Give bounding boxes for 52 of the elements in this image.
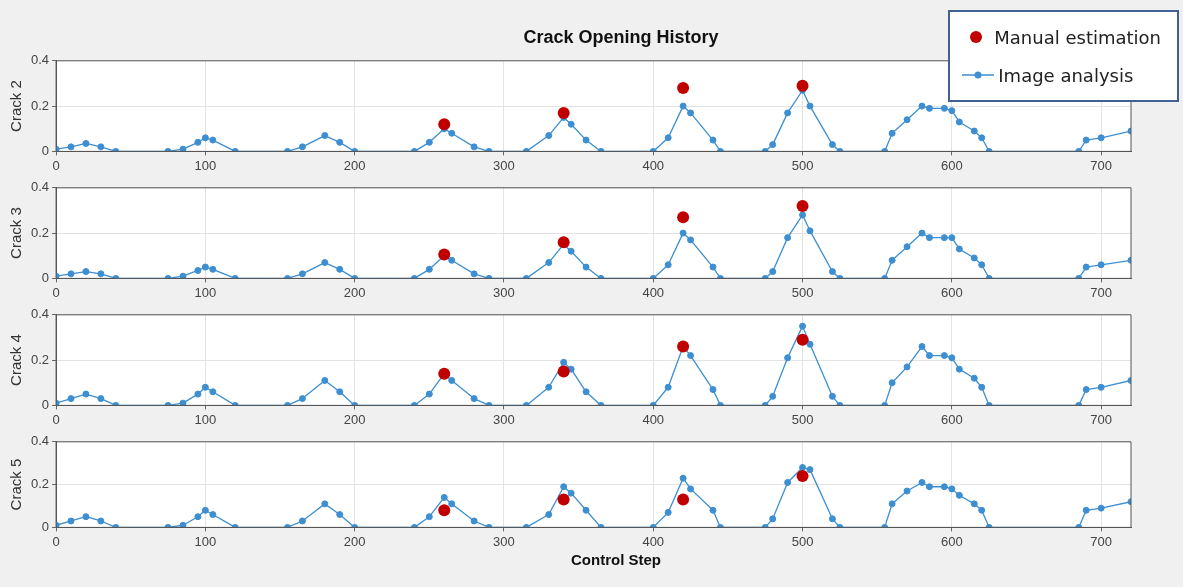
y-tick-label: 0.4 [30,52,50,68]
legend-label: Image analysis [998,64,1134,86]
x-tick-label: 600 [940,411,963,427]
y-tick-label: 0.2 [30,97,50,113]
x-tick-label: 400 [642,157,665,173]
x-tick-label: 600 [940,533,963,549]
x-tick-label: 100 [194,284,217,300]
y-tick-label: 0.2 [30,351,50,367]
x-tick-label: 400 [642,533,665,549]
legend-label: Manual estimation [994,26,1161,48]
x-tick-label: 300 [493,533,515,549]
y-axis-title: Crack 5 [7,458,25,511]
x-tick-label: 300 [493,411,515,427]
x-tick-label: 400 [642,411,665,427]
y-tick-label: 0 [41,396,50,412]
x-tick-label: 200 [343,411,366,427]
y-tick-label: 0 [41,518,50,534]
x-tick-label: 500 [791,411,814,427]
x-tick-label: 600 [940,157,963,173]
x-tick-label: 200 [343,533,366,549]
x-tick-label: 500 [791,533,814,549]
x-tick-label: 700 [1090,411,1112,427]
y-tick-label: 0 [41,142,50,158]
x-tick-label: 200 [343,284,366,300]
y-tick-label: 0.4 [30,306,50,322]
x-tick-label: 700 [1090,284,1112,300]
x-tick-label: 400 [642,284,665,300]
x-tick-label: 500 [791,157,814,173]
chart-title: Crack Opening History [523,27,719,47]
x-tick-label: 0 [52,157,60,173]
x-tick-label: 0 [52,533,60,549]
x-tick-label: 700 [1090,533,1112,549]
y-tick-label: 0.2 [30,476,50,492]
x-tick-label: 100 [194,533,217,549]
x-tick-label: 200 [343,157,366,173]
x-tick-label: 0 [52,284,60,300]
x-axis-title: Control Step [570,551,662,568]
x-tick-label: 700 [1090,157,1112,173]
x-tick-label: 300 [493,284,515,300]
x-tick-label: 100 [194,411,217,427]
x-tick-label: 300 [493,157,515,173]
y-tick-label: 0.4 [30,179,50,195]
y-axis-title: Crack 2 [7,80,25,132]
y-axis-title: Crack 4 [7,334,25,386]
x-tick-label: 100 [194,157,217,173]
y-tick-label: 0 [41,269,50,285]
y-tick-label: 0.2 [30,224,50,240]
y-tick-label: 0.4 [30,433,50,449]
x-tick-label: 500 [791,284,814,300]
x-tick-label: 600 [940,284,963,300]
x-tick-label: 0 [52,411,60,427]
y-axis-title: Crack 3 [7,207,25,259]
